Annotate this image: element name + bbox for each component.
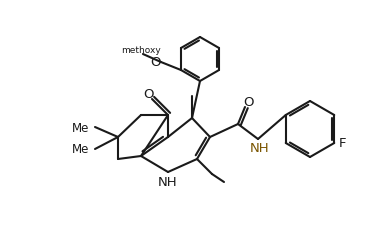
Text: NH: NH bbox=[250, 142, 270, 155]
Text: Me: Me bbox=[72, 121, 89, 134]
Text: Me: Me bbox=[72, 143, 89, 156]
Text: methoxy: methoxy bbox=[121, 45, 161, 54]
Text: O: O bbox=[143, 87, 153, 100]
Text: NH: NH bbox=[158, 176, 178, 189]
Text: O: O bbox=[151, 55, 161, 68]
Text: O: O bbox=[244, 96, 254, 109]
Text: F: F bbox=[338, 137, 346, 150]
